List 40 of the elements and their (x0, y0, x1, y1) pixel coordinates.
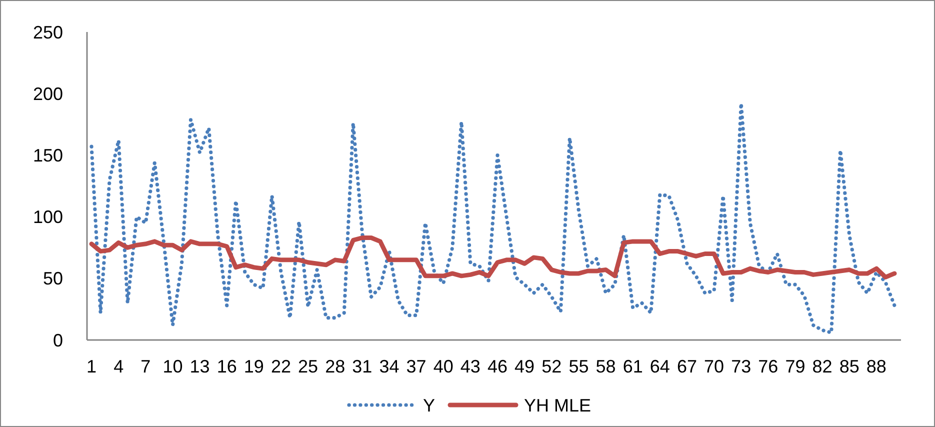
x-tick-label: 85 (839, 356, 860, 376)
x-tick-label: 46 (487, 356, 508, 376)
x-tick-label: 76 (758, 356, 778, 376)
x-tick-label: 31 (352, 356, 372, 376)
x-tick-label: 82 (812, 356, 832, 376)
x-tick-label: 7 (140, 356, 151, 376)
y-tick-label: 250 (32, 22, 63, 42)
y-tick-label: 0 (52, 330, 63, 350)
x-tick-label: 19 (244, 356, 264, 376)
legend-label: Y (423, 395, 436, 416)
x-tick-label: 34 (379, 356, 400, 376)
x-tick-label: 52 (542, 356, 562, 376)
x-tick-label: 16 (216, 356, 237, 376)
x-tick-label: 70 (704, 356, 724, 376)
line-series (89, 235, 897, 280)
x-tick-label: 73 (731, 356, 752, 376)
x-tick-label: 64 (650, 356, 670, 376)
x-tick-label: 88 (866, 356, 886, 376)
x-tick-label: 1 (86, 356, 97, 376)
x-tick-label: 61 (622, 356, 643, 376)
x-tick-label: 10 (162, 356, 183, 376)
line-series (90, 102, 896, 334)
x-tick-label: 37 (406, 356, 426, 376)
x-tick-label: 49 (514, 356, 535, 376)
y-tick-label: 50 (42, 268, 63, 289)
x-tick-label: 67 (676, 356, 697, 376)
x-tick-label: 79 (785, 356, 806, 376)
x-tick-label: 55 (568, 356, 589, 376)
x-tick-label: 58 (596, 356, 616, 376)
y-tick-label: 200 (32, 84, 63, 104)
x-tick-label: 40 (433, 356, 454, 376)
y-tick-label: 100 (32, 207, 63, 228)
y-tick-label: 150 (32, 146, 63, 166)
x-tick-label: 22 (270, 356, 291, 376)
x-tick-label: 13 (190, 356, 210, 376)
x-tick-label: 25 (298, 356, 318, 376)
x-tick-label: 43 (460, 356, 480, 376)
x-tick-label: 4 (114, 356, 124, 376)
legend-label: YH MLE (524, 395, 592, 416)
x-tick-label: 28 (325, 356, 346, 376)
